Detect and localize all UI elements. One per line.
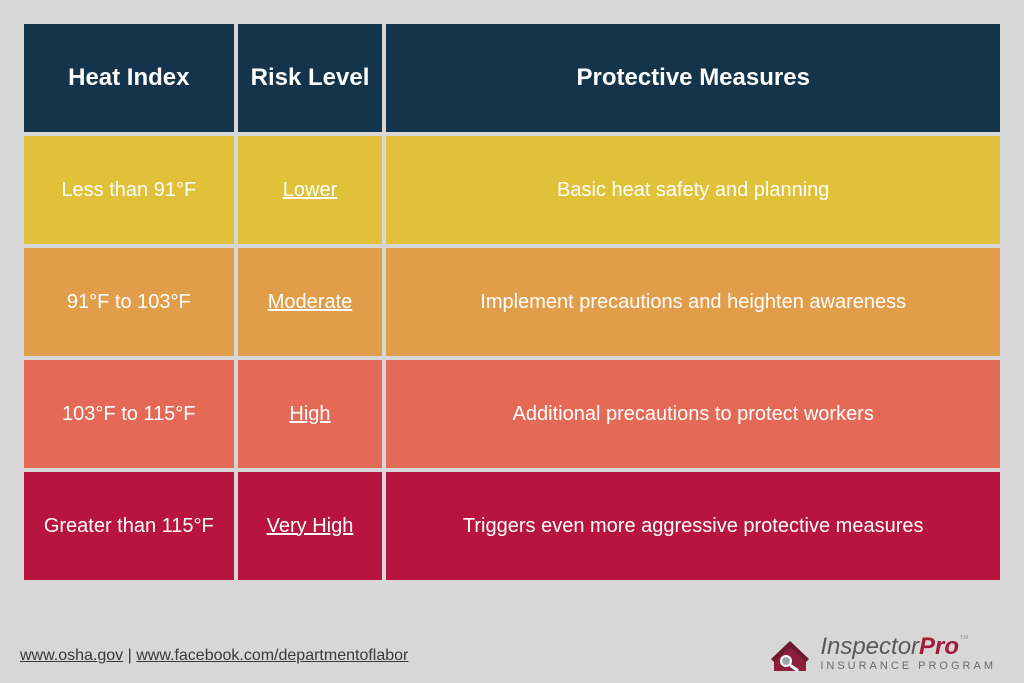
table-header-row: Heat Index Risk Level Protective Measure… xyxy=(24,24,1000,132)
trademark-icon: ™ xyxy=(959,634,969,645)
logo-text: InspectorPro™ INSURANCE PROGRAM xyxy=(820,635,996,672)
table-row: Less than 91°F Lower Basic heat safety a… xyxy=(24,136,1000,244)
table-row: 103°F to 115°F High Additional precautio… xyxy=(24,360,1000,468)
cell-heat-index: Less than 91°F xyxy=(24,136,234,244)
cell-measures: Additional precautions to protect worker… xyxy=(386,360,1000,468)
cell-risk-level[interactable]: High xyxy=(238,360,383,468)
logo-tagline: INSURANCE PROGRAM xyxy=(820,661,996,672)
cell-measures: Triggers even more aggressive protective… xyxy=(386,472,1000,580)
cell-risk-level[interactable]: Very High xyxy=(238,472,383,580)
cell-measures: Implement precautions and heighten aware… xyxy=(386,248,1000,356)
heat-index-table: Heat Index Risk Level Protective Measure… xyxy=(20,20,1004,584)
col-header-protective-measures: Protective Measures xyxy=(386,24,1000,132)
cell-risk-level[interactable]: Lower xyxy=(238,136,383,244)
table-row: 91°F to 103°F Moderate Implement precaut… xyxy=(24,248,1000,356)
cell-heat-index: 103°F to 115°F xyxy=(24,360,234,468)
inspectorpro-logo: InspectorPro™ INSURANCE PROGRAM xyxy=(768,633,996,673)
logo-brand-suffix: Pro xyxy=(919,633,959,660)
cell-measures: Basic heat safety and planning xyxy=(386,136,1000,244)
cell-heat-index: 91°F to 103°F xyxy=(24,248,234,356)
facebook-link[interactable]: www.facebook.com/departmentoflabor xyxy=(136,647,408,664)
col-header-risk-level: Risk Level xyxy=(238,24,383,132)
logo-mark-icon xyxy=(768,633,812,673)
risk-link[interactable]: Moderate xyxy=(268,291,353,313)
osha-link[interactable]: www.osha.gov xyxy=(20,647,123,664)
source-footer: www.osha.gov | www.facebook.com/departme… xyxy=(20,647,408,665)
risk-link[interactable]: High xyxy=(289,403,330,425)
risk-link[interactable]: Very High xyxy=(267,515,354,537)
risk-link[interactable]: Lower xyxy=(283,179,337,201)
cell-heat-index: Greater than 115°F xyxy=(24,472,234,580)
cell-risk-level[interactable]: Moderate xyxy=(238,248,383,356)
footer-separator: | xyxy=(123,647,136,664)
col-header-heat-index: Heat Index xyxy=(24,24,234,132)
table-row: Greater than 115°F Very High Triggers ev… xyxy=(24,472,1000,580)
logo-brand-prefix: Inspector xyxy=(820,633,919,660)
